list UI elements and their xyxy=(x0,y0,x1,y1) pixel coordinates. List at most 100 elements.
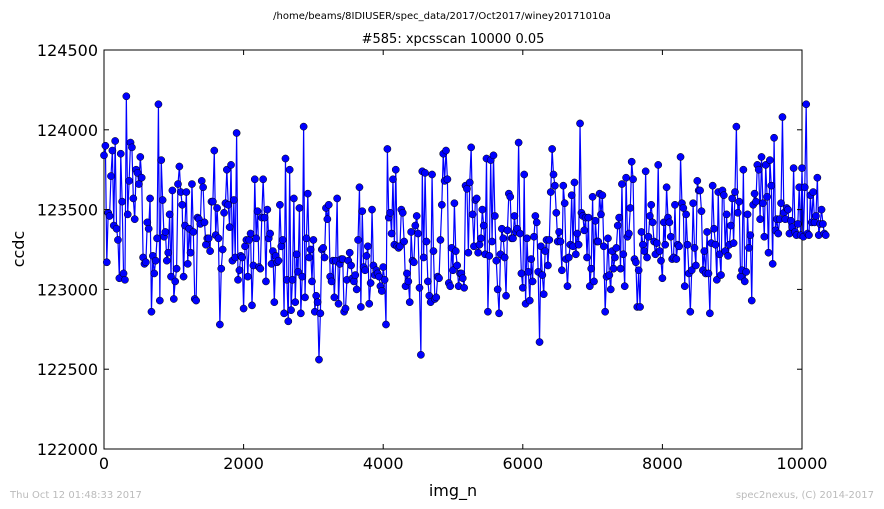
data-point xyxy=(380,275,389,284)
data-point xyxy=(613,221,622,230)
data-point xyxy=(743,210,752,219)
data-point xyxy=(411,221,420,230)
data-point xyxy=(679,204,688,212)
data-point xyxy=(450,199,459,208)
data-point xyxy=(155,296,164,305)
data-point xyxy=(186,248,195,257)
data-point xyxy=(200,218,209,227)
data-point xyxy=(588,192,597,201)
data-point xyxy=(520,170,529,179)
data-point xyxy=(183,260,192,268)
data-point xyxy=(545,236,554,244)
data-point xyxy=(239,304,248,313)
data-point xyxy=(636,303,644,311)
data-point xyxy=(754,165,763,174)
data-point xyxy=(189,228,198,236)
data-point xyxy=(689,199,697,208)
data-point xyxy=(739,165,748,174)
data-point xyxy=(274,256,283,265)
data-point xyxy=(334,299,343,308)
data-point xyxy=(555,228,563,236)
data-point xyxy=(351,271,360,279)
data-point xyxy=(798,164,806,172)
x-axis-label: img_n xyxy=(429,481,477,501)
data-point xyxy=(549,170,558,179)
data-point xyxy=(778,113,787,121)
data-point xyxy=(750,189,759,198)
data-point xyxy=(514,138,523,147)
data-point xyxy=(143,218,152,227)
data-point xyxy=(661,240,670,249)
y-axis-label: ccdc xyxy=(9,231,28,268)
data-point xyxy=(365,299,374,308)
data-point xyxy=(563,282,572,291)
data-point xyxy=(583,253,591,262)
y-tick-label: 124500 xyxy=(37,41,98,60)
data-point xyxy=(465,178,474,187)
data-point xyxy=(188,180,196,188)
data-point xyxy=(573,229,582,238)
data-point xyxy=(556,237,565,246)
data-point xyxy=(724,252,732,260)
data-point xyxy=(784,205,792,214)
data-point xyxy=(361,266,369,275)
data-point xyxy=(125,177,133,185)
x-tick-label: 2000 xyxy=(223,454,264,473)
data-point xyxy=(662,183,671,192)
data-point xyxy=(248,301,256,310)
data-point xyxy=(733,208,742,217)
data-point xyxy=(111,137,120,145)
data-point xyxy=(130,215,139,224)
data-point xyxy=(584,213,593,222)
data-point xyxy=(477,234,485,243)
y-tick-label: 123000 xyxy=(37,280,98,299)
data-point xyxy=(463,185,471,193)
data-point xyxy=(210,146,219,155)
data-point xyxy=(492,256,501,265)
data-point xyxy=(112,224,121,233)
data-point xyxy=(407,228,415,236)
data-point xyxy=(516,229,524,238)
data-point xyxy=(493,285,502,294)
data-point xyxy=(146,194,154,203)
data-point xyxy=(524,267,533,276)
data-point xyxy=(259,175,267,184)
data-point xyxy=(404,277,413,286)
data-point xyxy=(580,226,589,235)
data-point xyxy=(692,261,700,270)
data-point xyxy=(263,205,272,214)
data-point xyxy=(158,196,167,204)
data-point xyxy=(629,175,637,184)
data-point xyxy=(107,172,115,180)
data-point xyxy=(172,264,181,273)
data-point xyxy=(474,248,482,257)
data-point xyxy=(421,169,429,177)
x-tick-label: 8000 xyxy=(642,454,683,473)
data-point xyxy=(532,218,541,227)
data-point xyxy=(437,200,446,209)
data-point xyxy=(386,208,395,217)
data-point xyxy=(319,244,328,252)
data-point xyxy=(530,232,538,241)
data-point xyxy=(626,204,635,212)
data-point xyxy=(460,283,469,292)
data-point xyxy=(809,188,818,196)
data-point xyxy=(805,231,813,239)
data-point xyxy=(565,253,573,262)
data-point xyxy=(517,269,526,278)
data-point xyxy=(285,165,294,174)
data-point xyxy=(523,234,531,243)
data-point xyxy=(281,154,290,163)
data-point xyxy=(435,274,443,283)
data-point xyxy=(428,170,436,179)
data-point xyxy=(290,194,298,203)
data-point xyxy=(303,189,312,198)
data-point xyxy=(732,122,741,131)
data-point xyxy=(412,212,421,220)
data-point xyxy=(315,355,323,364)
data-point xyxy=(192,296,200,305)
data-point xyxy=(746,231,755,239)
data-point xyxy=(206,247,214,255)
data-point xyxy=(552,208,561,217)
data-point xyxy=(819,220,827,228)
